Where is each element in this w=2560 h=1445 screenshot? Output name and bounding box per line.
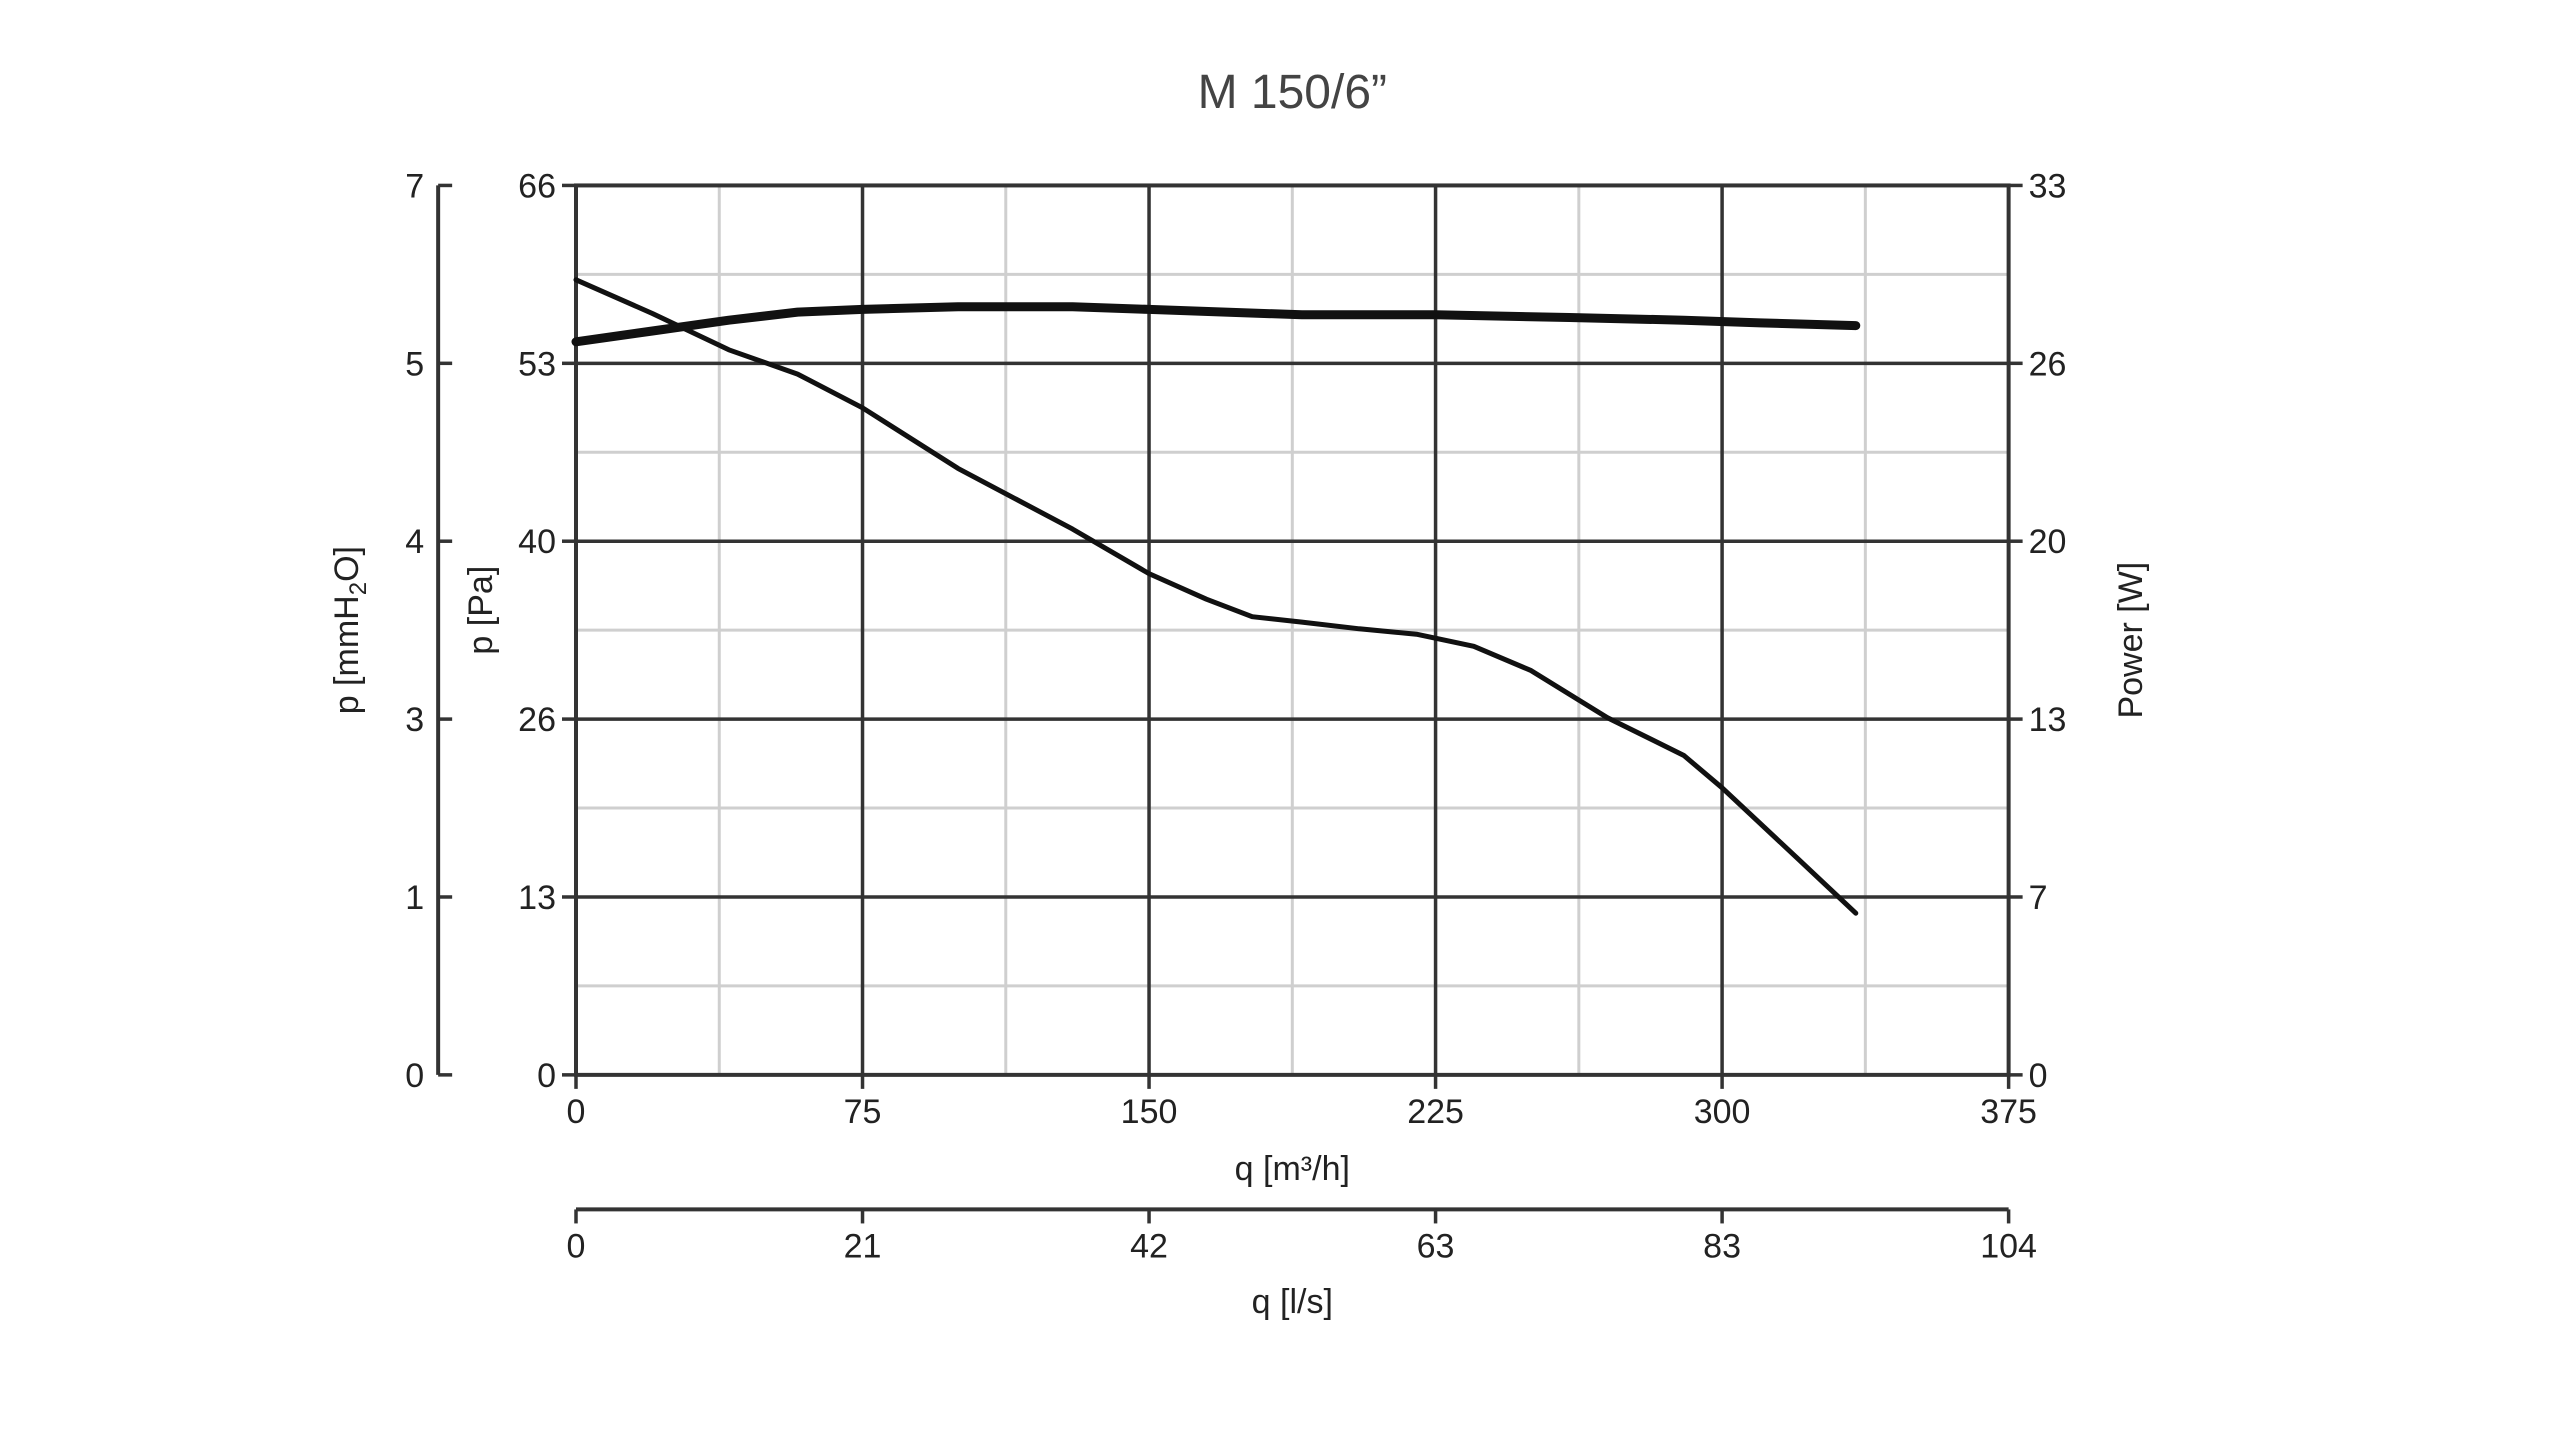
y-tick-label-power: 20 xyxy=(2029,523,2067,561)
x-axis-label: q [m³/h] xyxy=(1235,1150,1350,1188)
x2-tick-label: 21 xyxy=(844,1227,882,1265)
y-tick-label-power: 7 xyxy=(2029,879,2048,917)
y-tick-label-power: 26 xyxy=(2029,345,2067,383)
x2-tick-label: 42 xyxy=(1130,1227,1168,1265)
y-tick-label-pa: 66 xyxy=(518,167,556,205)
y-tick-label-pa: 13 xyxy=(518,879,556,917)
y-axis-label-mmh2o: p [mmH2O] xyxy=(328,546,372,714)
y-tick-label-pa: 40 xyxy=(518,523,556,561)
y-tick-label-mmh2o: 3 xyxy=(405,701,424,739)
plot-frame xyxy=(574,183,2011,1077)
y-tick-label-mmh2o: 0 xyxy=(405,1057,424,1095)
x-tick-label: 225 xyxy=(1407,1093,1464,1131)
x-tick-label: 150 xyxy=(1121,1093,1178,1131)
x-tick-label: 0 xyxy=(567,1093,586,1131)
y-tick-label-mmh2o: 7 xyxy=(405,167,424,205)
y-tick-label-mmh2o: 1 xyxy=(405,879,424,917)
y-tick-label-mmh2o: 5 xyxy=(405,345,424,383)
y-tick-label-pa: 26 xyxy=(518,701,556,739)
power-curve-line xyxy=(571,302,1861,347)
x-tick-label: 300 xyxy=(1694,1093,1751,1131)
x2-tick-label: 0 xyxy=(567,1227,586,1265)
y-tick-label-power: 33 xyxy=(2029,167,2067,205)
x2-tick-label: 63 xyxy=(1417,1227,1455,1265)
pressure-curve-line xyxy=(573,277,1859,916)
y-tick-label-pa: 0 xyxy=(537,1057,556,1095)
y-axis-label-power: Power [W] xyxy=(2112,562,2150,719)
x2-tick-label: 83 xyxy=(1703,1227,1741,1265)
x-tick-label: 375 xyxy=(1980,1093,2037,1131)
chart-title: M 150/6” xyxy=(1198,66,1387,119)
x2-axis-label: q [l/s] xyxy=(1252,1283,1333,1321)
x-tick-label: 75 xyxy=(844,1093,882,1131)
y-axis-label-pa: p [Pa] xyxy=(462,566,500,655)
x2-tick-label: 104 xyxy=(1980,1227,2037,1265)
y-tick-label-power: 13 xyxy=(2029,701,2067,739)
y-tick-label-power: 0 xyxy=(2029,1057,2048,1095)
y-tick-label-mmh2o: 4 xyxy=(405,523,424,561)
y-tick-label-pa: 53 xyxy=(518,345,556,383)
